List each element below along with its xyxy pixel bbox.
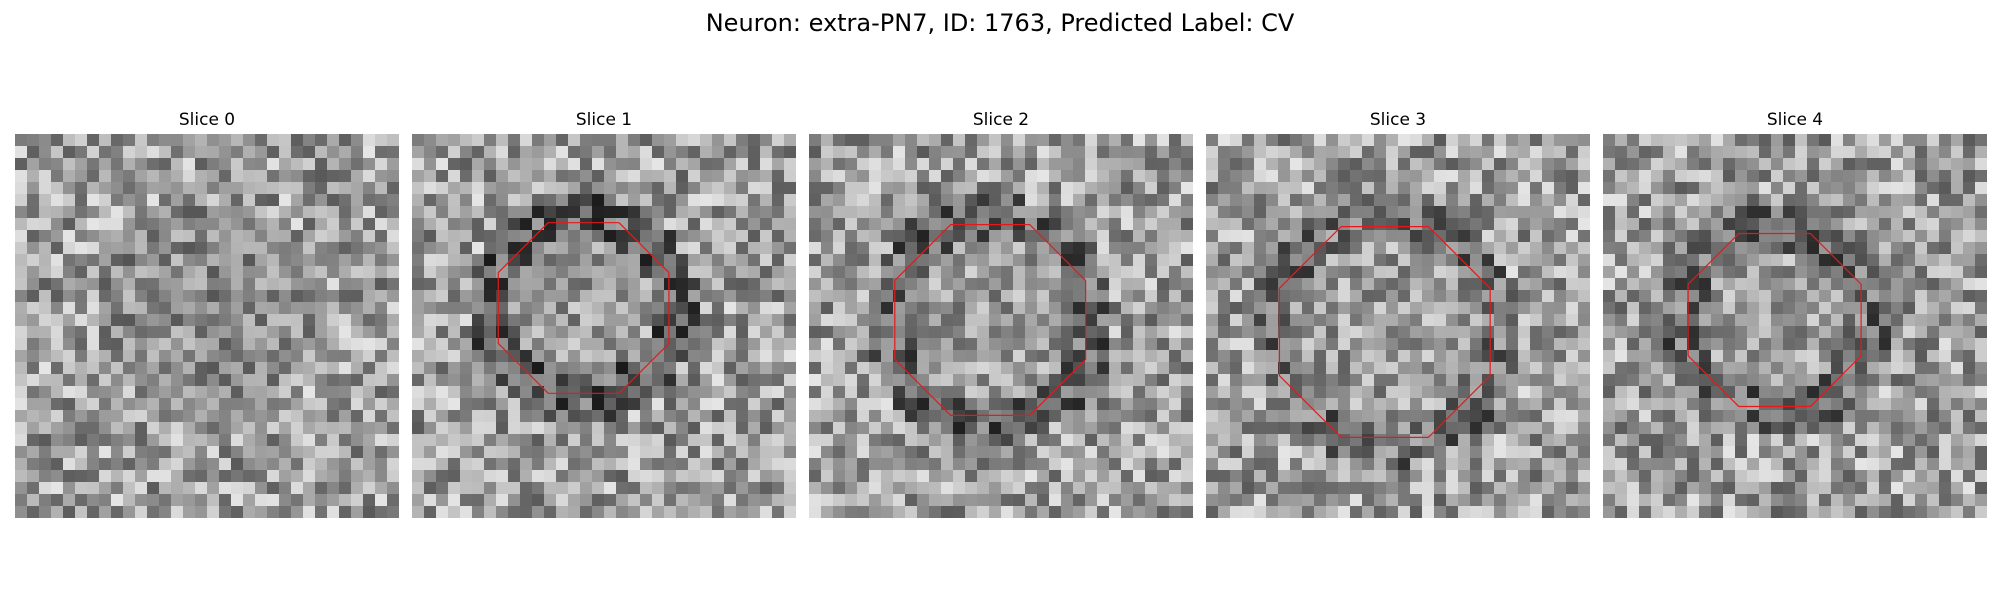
slice-title-0: Slice 0: [178, 110, 236, 130]
slice-image-3: [1206, 134, 1590, 518]
slice-image-1: [412, 134, 796, 518]
slice-image-4: [1603, 134, 1987, 518]
slice-title-4: Slice 4: [1766, 110, 1824, 130]
slice-panel-2: Slice 2: [809, 0, 1193, 600]
segmentation-contour-2: [895, 225, 1086, 416]
segmentation-contour-4: [1688, 233, 1861, 406]
slice-image-0: [15, 134, 399, 518]
slice-title-1: Slice 1: [575, 110, 633, 130]
slice-panel-0: Slice 0: [15, 0, 399, 600]
slice-title-3: Slice 3: [1369, 110, 1427, 130]
slice-panel-1: Slice 1: [412, 0, 796, 600]
segmentation-contour-3: [1279, 227, 1490, 438]
slice-panel-3: Slice 3: [1206, 0, 1590, 600]
segmentation-contour-1: [498, 223, 669, 394]
figure-title: Neuron: extra-PN7, ID: 1763, Predicted L…: [705, 9, 1295, 37]
slice-panel-4: Slice 4: [1603, 0, 1987, 600]
slice-title-2: Slice 2: [972, 110, 1030, 130]
slice-image-2: [809, 134, 1193, 518]
